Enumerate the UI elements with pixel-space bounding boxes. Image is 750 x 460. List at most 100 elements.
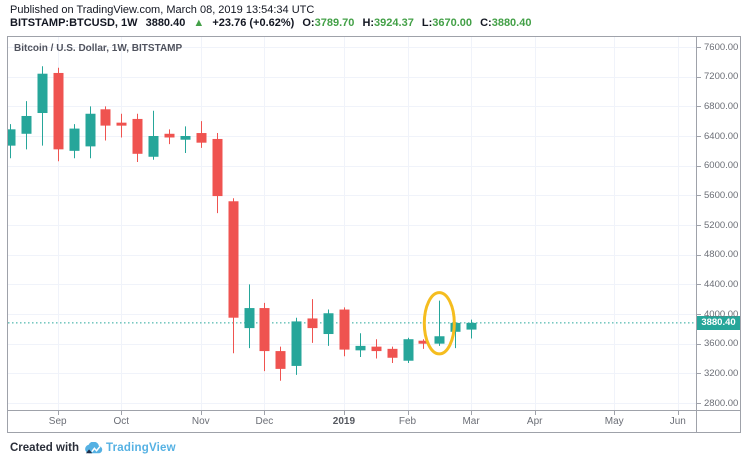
price-axis-label: 2800.00 <box>704 397 739 409</box>
candle-body <box>307 318 318 329</box>
candle-body <box>180 136 191 140</box>
price-axis-label: 6400.00 <box>704 130 739 142</box>
time-axis-tick <box>678 411 679 415</box>
chart-frame: Bitcoin / U.S. Dollar, 1W, BITSTAMP 3880… <box>7 36 741 433</box>
price-axis-tick <box>697 195 701 196</box>
price-axis-label: 7600.00 <box>704 41 739 53</box>
time-axis-label: May <box>604 416 624 427</box>
candle-body <box>387 348 398 358</box>
current-price-label: 3880.40 <box>697 315 740 330</box>
up-arrow-icon: ▲ <box>193 17 205 29</box>
time-axis-tick <box>344 411 345 415</box>
price-chart-area[interactable]: Bitcoin / U.S. Dollar, 1W, BITSTAMP <box>8 37 696 410</box>
time-axis-label: Oct <box>113 416 130 427</box>
close-value: 3880.40 <box>491 17 532 29</box>
close-label: C: <box>480 17 492 29</box>
candle-body <box>85 113 96 147</box>
price-axis-label: 3600.00 <box>704 338 739 350</box>
open-value: 3789.70 <box>314 17 355 29</box>
time-axis-label: Sep <box>48 416 67 427</box>
symbol-name: BITSTAMP:BTCUSD, 1W <box>10 17 138 29</box>
time-axis-tick <box>535 411 536 415</box>
time-axis-tick <box>408 411 409 415</box>
time-axis-label: Feb <box>398 416 417 427</box>
candle-body <box>244 308 255 329</box>
highlight-ellipse <box>422 291 456 356</box>
candle-body <box>148 136 159 157</box>
price-axis[interactable]: 3880.40 7600.00 7200.00 6800.00 6400.00 6000… <box>696 37 740 410</box>
time-axis-tick <box>264 411 265 415</box>
candle-body <box>275 351 286 369</box>
candle-body <box>21 115 32 134</box>
price-axis-label: 5200.00 <box>704 219 739 231</box>
price-axis-label: 4400.00 <box>704 278 739 290</box>
price-axis-tick <box>697 314 701 315</box>
time-axis-label: Nov <box>191 416 210 427</box>
time-axis-tick <box>58 411 59 415</box>
price-axis-label: 6800.00 <box>704 100 739 112</box>
price-axis-tick <box>697 136 701 137</box>
time-axis-tick <box>614 411 615 415</box>
low-label: L: <box>421 17 433 29</box>
price-axis-label: 7200.00 <box>704 71 739 83</box>
open-label: O: <box>302 17 315 29</box>
candle-body <box>323 313 334 335</box>
candle-body <box>339 309 350 350</box>
candlestick-plot <box>8 37 696 410</box>
candle-body <box>196 133 207 143</box>
price-axis-label: 6000.00 <box>704 160 739 172</box>
high-label: H: <box>362 17 375 29</box>
candle-body <box>100 109 111 126</box>
candle-body <box>371 346 382 352</box>
high-value: 3924.37 <box>374 17 414 29</box>
candle-body <box>164 133 175 138</box>
price-axis-tick <box>697 255 701 256</box>
price-axis-label: 4800.00 <box>704 249 739 261</box>
time-axis-tick <box>201 411 202 415</box>
price-axis-label: 3200.00 <box>704 367 739 379</box>
candle-body <box>69 128 80 151</box>
price-axis-tick <box>697 403 701 404</box>
created-with-text: Created with <box>10 442 80 454</box>
tradingview-logo-icon <box>85 442 103 454</box>
time-axis-label: Apr <box>526 416 543 427</box>
price-axis-tick <box>697 106 701 107</box>
candle-body <box>418 340 429 344</box>
candle-body <box>8 129 16 146</box>
time-axis-label: Jun <box>669 416 686 427</box>
candle-body <box>212 138 223 197</box>
candle-body <box>434 336 445 344</box>
candle-body <box>259 308 270 352</box>
price-axis-tick <box>697 373 701 374</box>
price-axis-tick <box>697 225 701 226</box>
tradingview-brand-text[interactable]: TradingView <box>106 442 176 454</box>
candle-body <box>228 201 239 318</box>
time-axis-tick <box>121 411 122 415</box>
price-axis-tick <box>697 77 701 78</box>
published-line: Published on TradingView.com, March 08, … <box>10 4 315 16</box>
axis-corner <box>696 410 740 432</box>
candle-body <box>37 73 48 114</box>
price-axis-tick <box>697 47 701 48</box>
candle-body <box>291 321 302 366</box>
candle-body <box>53 72 64 150</box>
candle-body <box>466 322 477 330</box>
price-axis-tick <box>697 344 701 345</box>
price-axis-tick <box>697 284 701 285</box>
price-change: +23.76 (+0.62%) <box>212 17 295 29</box>
chart-title: Bitcoin / U.S. Dollar, 1W, BITSTAMP <box>14 43 183 54</box>
candle-body <box>403 339 414 361</box>
price-axis-label: 5600.00 <box>704 189 739 201</box>
candle-body <box>116 122 127 126</box>
time-axis-label: 2019 <box>332 416 356 427</box>
candle-body <box>132 118 143 154</box>
price-axis-tick <box>697 166 701 167</box>
footer: Created with TradingView <box>10 440 176 456</box>
time-axis-tick <box>471 411 472 415</box>
time-axis[interactable]: Sep Oct Nov Dec 2019 Feb Mar Apr May Jun <box>8 410 696 432</box>
time-axis-label: Dec <box>255 416 274 427</box>
low-value: 3670.00 <box>432 17 473 29</box>
price-axis-label: 4000.00 <box>704 308 739 320</box>
last-price: 3880.40 <box>145 17 186 29</box>
